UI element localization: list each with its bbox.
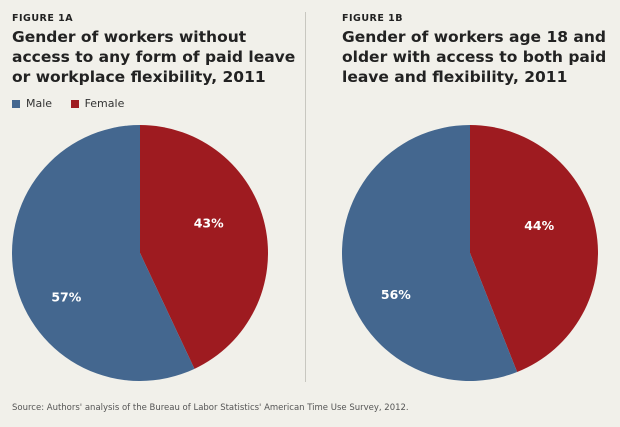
legend-swatch-male bbox=[12, 99, 20, 108]
pie-chart-1a: 43% 57% bbox=[12, 125, 268, 381]
pie-slice-female bbox=[140, 125, 268, 369]
pie-slice-female bbox=[470, 125, 598, 373]
legend-item-female: Female bbox=[70, 97, 125, 110]
legend-label-male: Male bbox=[26, 97, 53, 110]
slice-label-female: 43% bbox=[194, 216, 224, 231]
figure-label: FIGURE 1A bbox=[12, 13, 74, 24]
legend-swatch-female bbox=[70, 99, 79, 108]
pie-chart-1b: 44% 56% bbox=[342, 125, 598, 381]
slice-label-male: 56% bbox=[381, 287, 411, 302]
legend-item-male: Male bbox=[12, 97, 52, 110]
figure-label: FIGURE 1B bbox=[342, 13, 403, 24]
source-note: Source: Authors' analysis of the Bureau … bbox=[12, 403, 409, 413]
pie-slice-male bbox=[12, 125, 195, 381]
legend: Male Female bbox=[12, 97, 139, 111]
legend-label-female: Female bbox=[84, 97, 125, 110]
slice-label-male: 57% bbox=[51, 289, 81, 304]
pie-slice-male bbox=[342, 125, 518, 381]
chart-title: Gender of workers without access to any … bbox=[12, 28, 296, 86]
chart-title: Gender of workers age 18 and older with … bbox=[342, 28, 607, 86]
divider bbox=[305, 12, 306, 382]
slice-label-female: 44% bbox=[524, 218, 554, 233]
